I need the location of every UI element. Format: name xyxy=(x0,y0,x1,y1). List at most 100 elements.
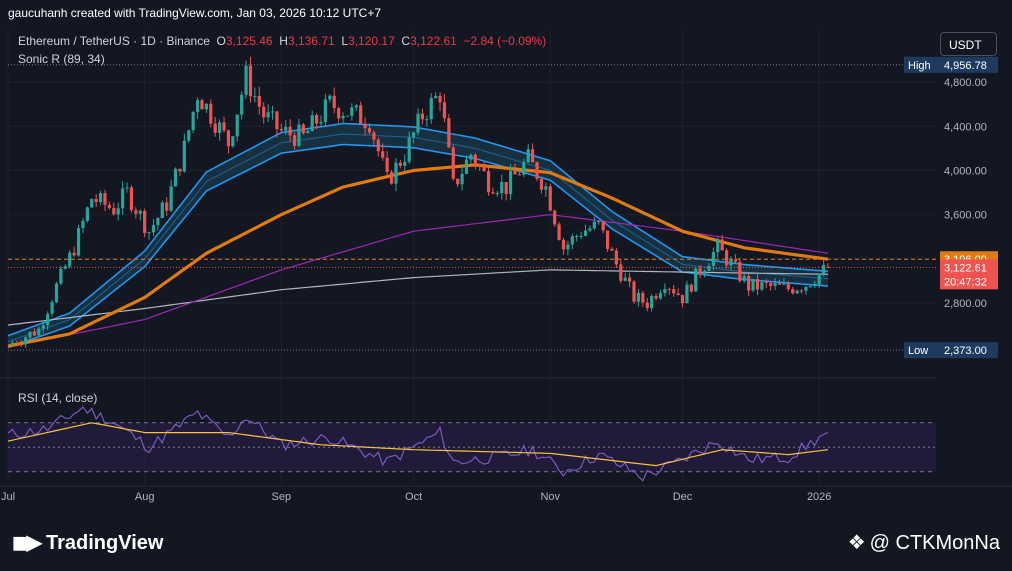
price-axis: 2,800.003,200.003,600.004,000.004,400.00… xyxy=(8,26,1012,513)
candle-body xyxy=(434,95,438,99)
candle-body xyxy=(37,328,41,336)
candle-body xyxy=(605,230,610,249)
candle-body xyxy=(517,174,521,176)
candle-body xyxy=(614,250,618,265)
rsi-legend[interactable]: RSI (14, close) xyxy=(18,391,98,405)
candle-body xyxy=(702,270,707,275)
price-tick-label: 4,800.00 xyxy=(944,77,987,89)
candle-body xyxy=(610,248,614,251)
candle-body xyxy=(425,119,429,121)
candle-body xyxy=(345,115,350,117)
candle-body xyxy=(623,277,627,281)
candle-body xyxy=(751,279,755,291)
candle-body xyxy=(90,199,94,208)
time-tick-label: 2026 xyxy=(807,491,831,503)
candle-body xyxy=(716,239,720,253)
candle-body xyxy=(134,210,138,214)
candle-body xyxy=(385,157,389,172)
high-value: 3,136.71 xyxy=(287,34,335,48)
candle-body xyxy=(169,186,173,211)
close-label: C xyxy=(401,34,411,48)
candle-body xyxy=(59,268,63,284)
candle-body xyxy=(650,296,654,309)
candle-body xyxy=(707,266,711,271)
open-value: 3,125.46 xyxy=(225,34,273,48)
high-tag-bg xyxy=(904,56,940,73)
time-tick-label: Aug xyxy=(135,491,155,503)
candle-body xyxy=(456,178,460,185)
time-tick-label: Sep xyxy=(272,491,292,503)
candle-body xyxy=(773,283,777,286)
candle-body xyxy=(112,207,116,215)
candle-body xyxy=(738,261,742,281)
candle-body xyxy=(240,94,244,115)
change-value: −2.84 (−0.09%) xyxy=(463,34,547,48)
low-value-bg xyxy=(940,342,998,359)
candle-body xyxy=(381,151,385,158)
time-axis: Jul Aug Sep Oct Nov Dec 2026 xyxy=(0,485,1012,503)
candle-body xyxy=(288,126,292,136)
moving-averages xyxy=(7,122,829,349)
low-label: L xyxy=(341,34,349,48)
candle-body xyxy=(121,188,125,209)
candle-body xyxy=(116,208,120,215)
candle-body xyxy=(204,103,208,110)
candle-body xyxy=(588,228,592,231)
candle-body xyxy=(486,171,491,193)
candle-body xyxy=(535,162,539,179)
candle-body xyxy=(755,279,760,290)
candle-body xyxy=(764,282,768,284)
time-tick-label: Dec xyxy=(673,491,693,503)
candle-body xyxy=(795,290,799,294)
ema-band-fill xyxy=(8,123,828,348)
time-tick-label: Nov xyxy=(540,491,560,503)
candle-body xyxy=(248,65,253,97)
candle-body xyxy=(68,252,72,267)
candle-body xyxy=(54,283,59,303)
time-tick-label: Oct xyxy=(405,491,422,503)
candle-body xyxy=(799,290,804,292)
candle-body xyxy=(24,337,28,345)
currency-button[interactable]: USDT xyxy=(940,32,997,56)
candle-body xyxy=(125,187,129,189)
candle-body xyxy=(579,235,583,237)
high-label: H xyxy=(279,34,288,48)
high-value-bg xyxy=(940,56,998,73)
candle-body xyxy=(429,98,433,120)
indicator-legend[interactable]: Sonic R (89, 34) xyxy=(18,52,105,66)
candle-body xyxy=(522,162,526,175)
ma-white-line xyxy=(7,269,829,326)
low-value: 2,373.00 xyxy=(944,345,987,357)
low-value: 3,120.17 xyxy=(348,34,395,48)
low-tag-bg xyxy=(904,342,940,359)
candle-body xyxy=(138,211,142,214)
candle-body xyxy=(354,105,358,108)
candle-body xyxy=(156,217,160,226)
candle-body xyxy=(191,111,195,131)
candle-body xyxy=(160,202,164,218)
candle-body xyxy=(808,286,812,288)
candle-body xyxy=(641,292,645,303)
candle-body xyxy=(407,137,411,162)
candle-body xyxy=(583,230,588,236)
candle-body xyxy=(645,302,649,309)
candle-body xyxy=(711,252,715,267)
candle-body xyxy=(813,284,817,287)
candle-body xyxy=(689,284,693,292)
candle-body xyxy=(178,168,182,172)
candle-body xyxy=(769,283,773,286)
ema-low-line xyxy=(7,143,829,349)
chart-canvas[interactable]: 25.0050.0075.00 2,800.003,200.003,600.00… xyxy=(0,26,1012,513)
tv-logo-icon: ◼▶ xyxy=(12,532,42,554)
candle-body xyxy=(438,95,442,103)
high-tag-label: High xyxy=(908,60,931,72)
candle-body xyxy=(791,289,795,294)
candle-body xyxy=(262,106,266,118)
candle-body xyxy=(376,139,380,152)
candle-body xyxy=(553,210,557,225)
candle-body xyxy=(337,108,341,119)
candle-body xyxy=(561,239,566,250)
candle-body xyxy=(28,331,32,338)
candle-body xyxy=(85,207,89,221)
symbol-legend: Ethereum / TetherUS · 1D · Binance O3,12… xyxy=(18,34,546,48)
